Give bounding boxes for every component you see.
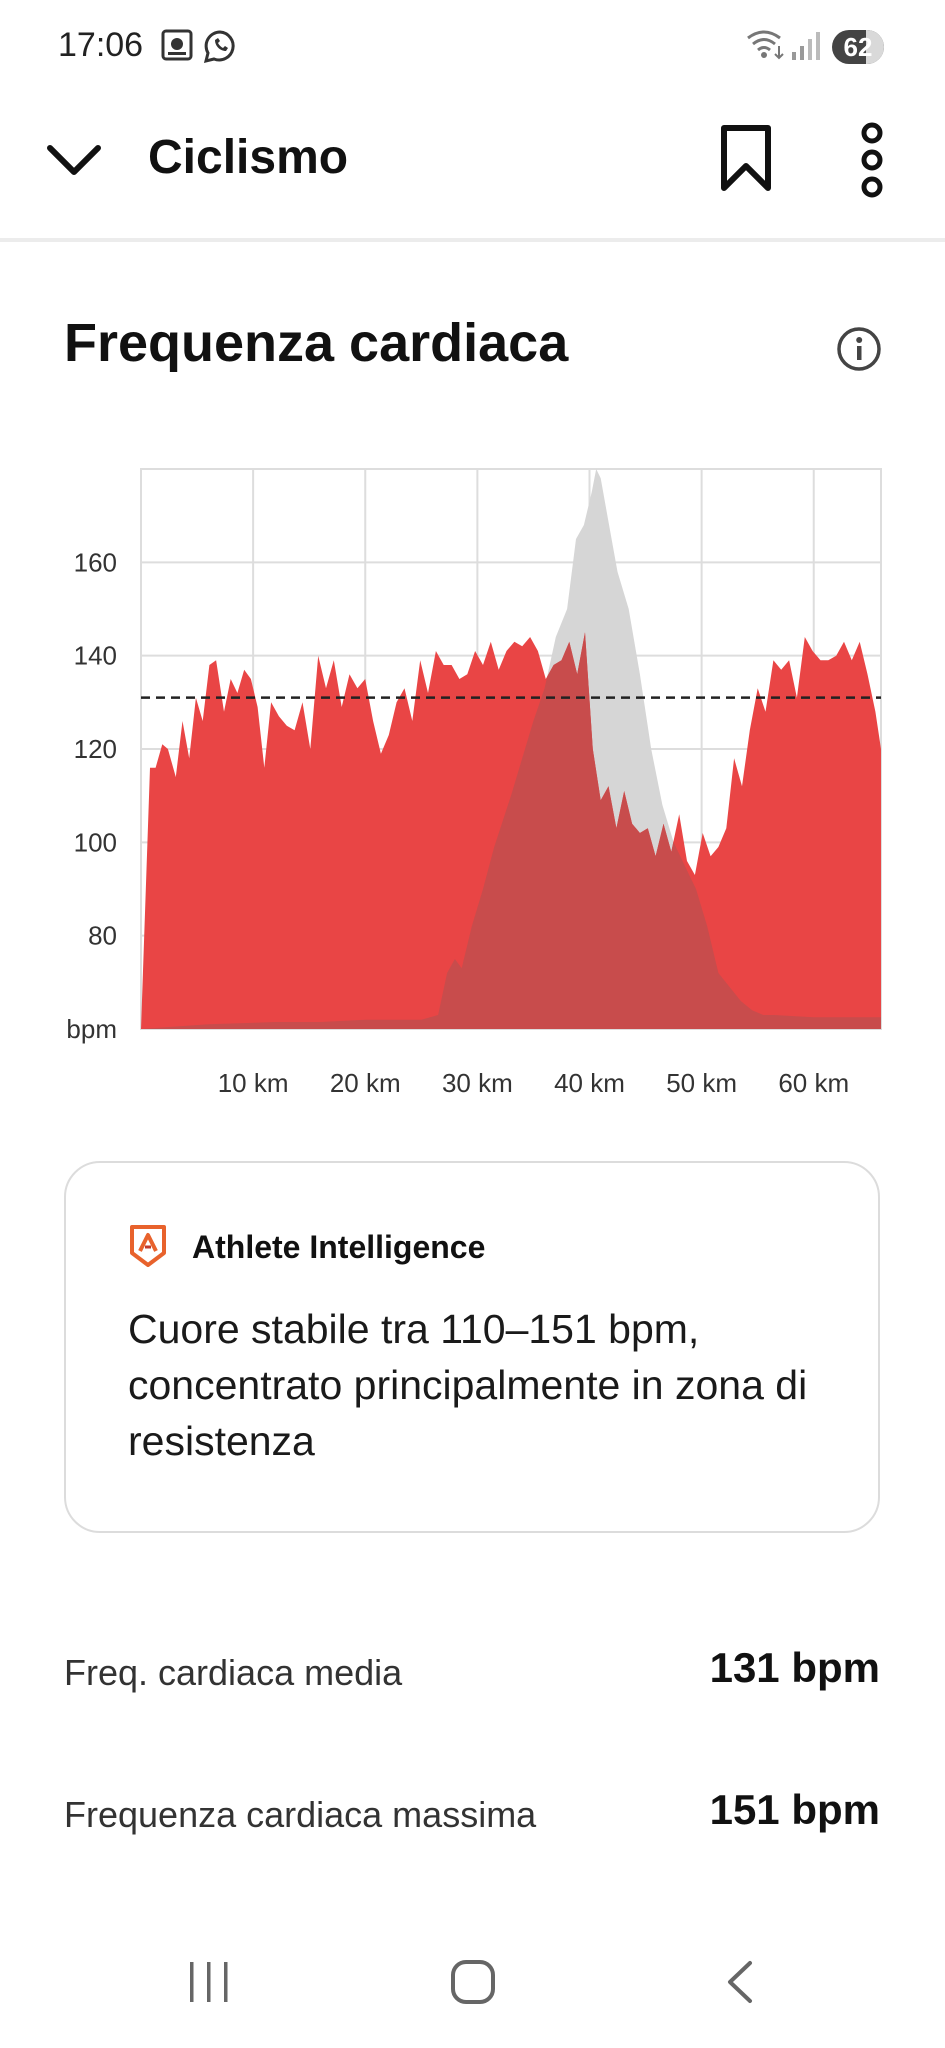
y-tick-label: 160 xyxy=(74,547,117,577)
whatsapp-icon xyxy=(203,30,235,64)
bookmark-icon[interactable] xyxy=(716,122,776,194)
chart-labels: 10 km 20 km 30 km 40 km 50 km 60 km bpm 80 100 12… xyxy=(66,547,849,1098)
stat-row-average-hr: Freq. cardiaca media 131 bpm xyxy=(64,1644,880,1704)
stat-value: 151 bpm xyxy=(709,1786,880,1833)
home-icon[interactable] xyxy=(450,1960,496,2004)
y-tick-label: bpm xyxy=(66,1014,117,1044)
chart-series xyxy=(141,469,881,1029)
wifi-icon xyxy=(747,30,784,60)
x-tick-label: 20 km xyxy=(330,1068,401,1098)
y-tick-label: 80 xyxy=(88,921,117,951)
heart-rate-chart: 10 km 20 km 30 km 40 km 50 km 60 km bpm 80 100 12… xyxy=(66,468,882,1098)
recent-apps-icon[interactable] xyxy=(186,1960,232,2004)
athlete-intelligence-card[interactable]: Athlete Intelligence Cuore stabile tra 1… xyxy=(64,1161,880,1533)
insight-title: Athlete Intelligence xyxy=(192,1229,486,1265)
back-icon[interactable] xyxy=(722,1960,758,2004)
stat-label: Freq. cardiaca media xyxy=(64,1652,403,1693)
battery-level: 62 xyxy=(843,32,873,62)
section-title: Frequenza cardiaca xyxy=(64,313,569,373)
system-nav-bar xyxy=(0,1920,945,2048)
overlap-area xyxy=(141,632,881,1029)
stat-row-max-hr: Frequenza cardiaca massima 151 bpm xyxy=(64,1786,880,1846)
status-bar: 17:06 62 xyxy=(0,0,945,90)
more-vertical-icon[interactable] xyxy=(848,122,896,198)
y-tick-label: 100 xyxy=(74,827,117,857)
stat-value: 131 bpm xyxy=(709,1644,880,1691)
chevron-down-icon[interactable] xyxy=(44,130,104,190)
y-tick-label: 140 xyxy=(74,641,117,671)
signal-icon xyxy=(792,32,820,60)
app-bar: Ciclismo xyxy=(0,90,945,242)
insight-text: Cuore stabile tra 110–151 bpm, concentra… xyxy=(128,1306,808,1464)
y-tick-label: 120 xyxy=(74,734,117,764)
status-time: 17:06 xyxy=(58,26,144,64)
x-tick-label: 40 km xyxy=(554,1068,625,1098)
info-icon[interactable] xyxy=(836,326,882,372)
battery-icon: 62 xyxy=(832,30,884,64)
x-tick-label: 50 km xyxy=(666,1068,737,1098)
page-title: Ciclismo xyxy=(148,131,349,184)
athlete-intelligence-logo-icon xyxy=(130,1225,166,1267)
image-notification-icon xyxy=(161,29,193,61)
x-tick-label: 60 km xyxy=(778,1068,849,1098)
stat-label: Frequenza cardiaca massima xyxy=(64,1794,537,1835)
x-tick-label: 10 km xyxy=(218,1068,289,1098)
x-tick-label: 30 km xyxy=(442,1068,513,1098)
